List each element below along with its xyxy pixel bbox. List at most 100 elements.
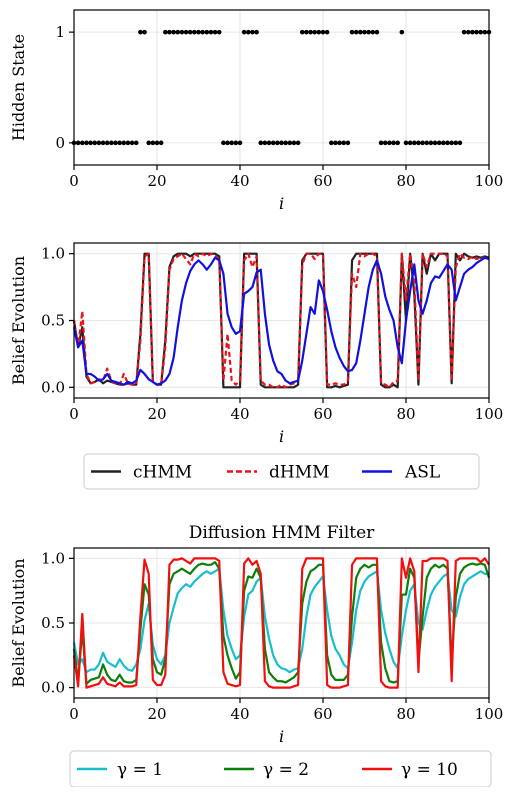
state-point bbox=[258, 140, 264, 146]
y-axis-label: Belief Evolution bbox=[9, 558, 28, 687]
series-line bbox=[72, 252, 490, 389]
y-axis-label: Hidden State bbox=[9, 34, 28, 141]
x-tick-label: 60 bbox=[313, 705, 332, 723]
state-point bbox=[279, 140, 284, 146]
state-point bbox=[104, 140, 110, 146]
state-point bbox=[378, 140, 384, 146]
state-point bbox=[175, 29, 181, 35]
diffusion-filter-panel: 0 20 40 60 80 100 0.0 0.5 1.0 i Belief Evolution Di… bbox=[9, 523, 503, 746]
state-point bbox=[192, 29, 197, 35]
state-point bbox=[299, 29, 305, 35]
y-axis-label: Belief Evolution bbox=[9, 256, 28, 385]
legend-box bbox=[83, 453, 480, 490]
state-point bbox=[204, 29, 210, 35]
state-point bbox=[250, 29, 255, 35]
state-point bbox=[324, 29, 330, 35]
state-point bbox=[349, 29, 355, 35]
state-point bbox=[154, 140, 160, 146]
x-tick-label: 40 bbox=[230, 405, 249, 423]
state-point bbox=[362, 29, 367, 35]
state-point bbox=[312, 29, 318, 35]
state-point bbox=[465, 29, 471, 35]
state-point bbox=[266, 140, 272, 146]
x-tick-label: 60 bbox=[313, 405, 332, 423]
legend-label: cHMM bbox=[133, 463, 192, 483]
state-point bbox=[449, 140, 454, 146]
state-point bbox=[142, 29, 147, 35]
state-point bbox=[478, 29, 484, 35]
y-tick-label: 1.0 bbox=[41, 245, 65, 263]
state-point bbox=[436, 140, 442, 146]
state-point bbox=[88, 140, 93, 146]
state-point bbox=[441, 140, 446, 146]
y-tick-label: 0.0 bbox=[41, 679, 65, 697]
state-point bbox=[333, 140, 338, 146]
state-point bbox=[320, 29, 326, 35]
state-point bbox=[163, 29, 168, 35]
state-point bbox=[237, 140, 243, 146]
state-point bbox=[461, 29, 467, 35]
state-point bbox=[337, 140, 342, 146]
state-point bbox=[416, 140, 421, 146]
state-point bbox=[84, 140, 89, 146]
state-point bbox=[412, 140, 417, 146]
state-point bbox=[275, 140, 280, 146]
state-point bbox=[316, 29, 322, 35]
state-point bbox=[92, 140, 98, 146]
state-point bbox=[138, 29, 143, 35]
legend-label: ASL bbox=[404, 463, 440, 483]
y-tick-label: 0.5 bbox=[41, 312, 65, 330]
x-axis-label: i bbox=[279, 427, 284, 446]
x-tick-label: 80 bbox=[396, 172, 415, 190]
state-point bbox=[100, 140, 106, 146]
state-point bbox=[453, 140, 459, 146]
state-point bbox=[212, 29, 218, 35]
state-point bbox=[420, 140, 425, 146]
x-tick-label: 100 bbox=[475, 172, 504, 190]
state-point bbox=[345, 140, 351, 146]
state-point bbox=[387, 140, 392, 146]
belief-comparison-panel: 0 20 40 60 80 100 0.0 0.5 1.0 i Belief Evolution bbox=[9, 242, 503, 446]
series-line bbox=[72, 557, 490, 689]
state-point bbox=[229, 140, 234, 146]
y-tick-label: 0.0 bbox=[41, 378, 65, 396]
x-axis-label: i bbox=[279, 727, 284, 746]
state-point bbox=[254, 29, 259, 35]
state-point bbox=[246, 29, 251, 35]
state-point bbox=[399, 29, 405, 35]
state-point bbox=[75, 140, 81, 146]
state-point bbox=[295, 140, 301, 146]
y-tick-label: 0.5 bbox=[41, 614, 65, 632]
state-point bbox=[171, 29, 176, 35]
state-point bbox=[129, 140, 135, 146]
state-point bbox=[233, 140, 239, 146]
x-tick-label: 60 bbox=[313, 172, 332, 190]
state-point bbox=[341, 140, 347, 146]
state-point bbox=[403, 140, 409, 146]
state-point bbox=[358, 29, 363, 35]
series-line bbox=[72, 252, 490, 389]
state-point bbox=[370, 29, 376, 35]
state-point bbox=[283, 140, 288, 146]
state-point bbox=[167, 29, 172, 35]
x-tick-label: 80 bbox=[396, 405, 415, 423]
state-point bbox=[428, 140, 434, 146]
legend-label: γ = 10 bbox=[401, 760, 458, 780]
state-point bbox=[329, 140, 334, 146]
belief-comparison-legend: cHMM dHMM ASL bbox=[83, 453, 480, 490]
legend-label: γ = 2 bbox=[263, 760, 309, 780]
state-point bbox=[470, 29, 475, 35]
x-tick-label: 80 bbox=[396, 705, 415, 723]
state-point bbox=[241, 29, 247, 35]
state-point bbox=[96, 140, 102, 146]
state-point bbox=[353, 29, 359, 35]
diffusion-filter-legend: γ = 1 γ = 2 γ = 10 bbox=[69, 750, 492, 788]
x-tick-label: 20 bbox=[147, 172, 166, 190]
y-tick-label: 1.0 bbox=[41, 549, 65, 567]
state-point bbox=[196, 29, 201, 35]
state-point bbox=[304, 29, 309, 35]
state-point bbox=[133, 140, 139, 146]
state-point bbox=[308, 29, 313, 35]
x-tick-label: 100 bbox=[475, 705, 504, 723]
